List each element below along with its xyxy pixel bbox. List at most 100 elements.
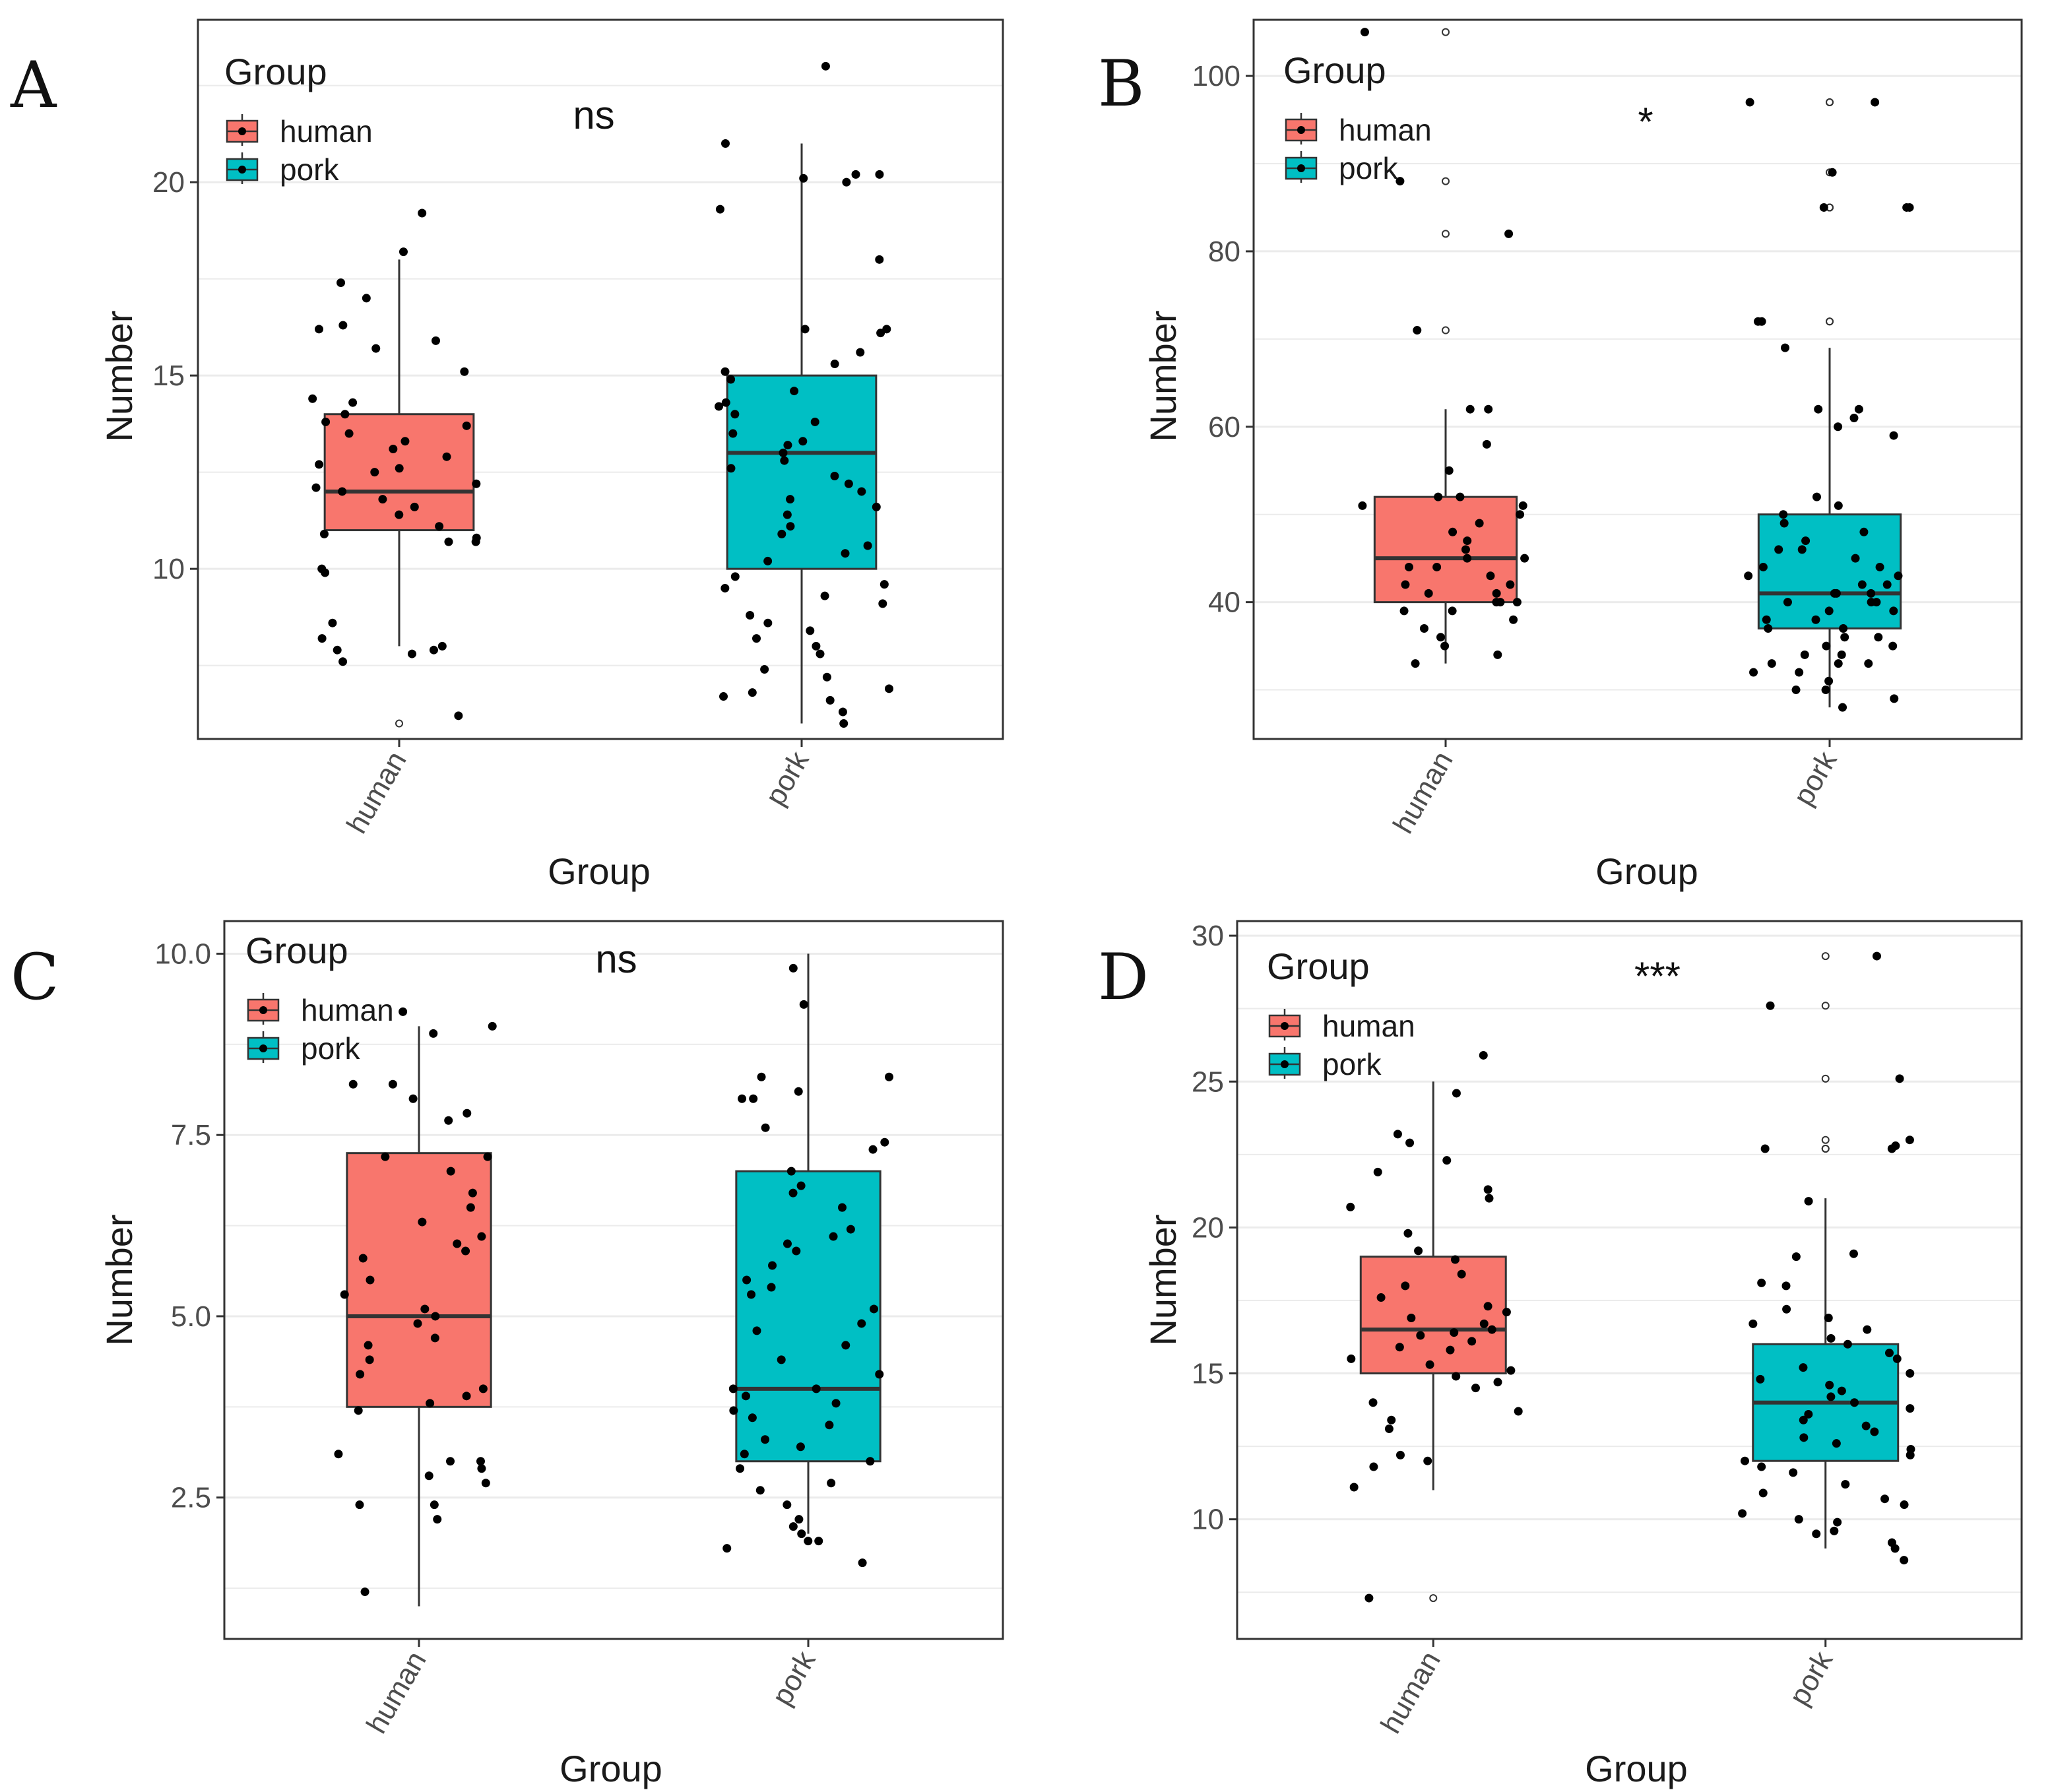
data-point <box>1484 404 1493 414</box>
data-point <box>1475 519 1484 528</box>
panel-letter: D <box>1098 940 1149 1014</box>
box-pork <box>726 374 878 570</box>
outlier-point <box>1429 1594 1438 1603</box>
data-point <box>477 1464 486 1473</box>
y-tick-label: 30 <box>1192 920 1224 952</box>
data-point <box>1461 545 1470 554</box>
data-point <box>1463 536 1472 546</box>
outlier-point <box>1826 98 1834 106</box>
data-point <box>471 537 480 546</box>
data-point <box>1781 1281 1791 1291</box>
data-point <box>1467 1337 1477 1346</box>
data-point <box>721 398 730 407</box>
data-point <box>444 537 453 546</box>
data-point <box>1795 668 1804 677</box>
data-point <box>1436 633 1445 642</box>
data-point <box>1783 598 1792 607</box>
data-point <box>812 641 821 651</box>
data-point <box>430 1500 439 1510</box>
outlier-point <box>1821 1002 1830 1010</box>
data-point <box>804 1537 813 1546</box>
data-point <box>364 1341 373 1350</box>
data-point <box>1758 1488 1768 1498</box>
data-point <box>783 1239 792 1248</box>
data-point <box>799 174 808 183</box>
outlier-point <box>1821 952 1830 961</box>
data-point <box>715 205 724 214</box>
legend-label: human <box>301 993 394 1027</box>
data-point <box>1444 466 1454 475</box>
x-tick-label: pork <box>765 1646 822 1711</box>
outlier-point <box>1442 230 1450 238</box>
data-point <box>794 1087 803 1096</box>
data-point <box>399 247 408 257</box>
data-point <box>822 672 831 682</box>
legend-label: pork <box>280 152 339 187</box>
data-point <box>721 367 730 376</box>
data-point <box>1864 659 1873 668</box>
outlier-point <box>1442 177 1450 185</box>
data-point <box>740 1450 749 1459</box>
data-point <box>1358 501 1367 510</box>
y-tick-label: 80 <box>1208 236 1240 268</box>
data-point <box>362 294 371 303</box>
data-point <box>1483 1302 1492 1311</box>
data-point <box>317 634 327 643</box>
x-tick-label: human <box>340 746 413 839</box>
panel-c: C 2.5 5.0 7.5 10.0 human pork Group Number ns Grou… <box>11 920 1004 1789</box>
data-point <box>1906 1369 1915 1378</box>
data-point <box>1758 562 1768 571</box>
data-point <box>426 1399 435 1408</box>
data-point <box>433 1515 442 1524</box>
data-point <box>1826 1333 1836 1343</box>
data-point <box>825 695 835 705</box>
data-point <box>796 1181 806 1190</box>
data-point <box>344 429 354 438</box>
data-point <box>1506 580 1515 589</box>
data-point <box>1395 1343 1404 1352</box>
data-point <box>729 1406 738 1415</box>
data-point <box>1832 1439 1841 1448</box>
data-point <box>418 1217 427 1227</box>
data-point <box>856 348 865 357</box>
data-point <box>1837 650 1846 659</box>
data-point <box>715 402 724 411</box>
data-point <box>844 479 853 488</box>
data-point <box>730 410 740 419</box>
data-point <box>786 522 795 531</box>
data-point <box>1419 624 1428 633</box>
data-point <box>488 1021 497 1031</box>
data-point <box>1446 1345 1455 1355</box>
data-point <box>463 1108 472 1118</box>
data-point <box>839 719 849 728</box>
data-point <box>841 549 850 558</box>
data-point <box>761 1435 770 1444</box>
data-point <box>314 325 323 334</box>
data-point <box>389 444 398 453</box>
data-point <box>779 448 788 457</box>
data-point <box>1384 1424 1394 1434</box>
data-point <box>1492 598 1501 607</box>
data-point <box>1882 580 1892 589</box>
data-point <box>431 336 440 345</box>
data-point <box>788 1188 798 1198</box>
data-point <box>1888 641 1898 651</box>
data-point <box>338 487 347 496</box>
y-tick-label: 20 <box>152 166 185 199</box>
y-tick-label: 20 <box>1192 1211 1224 1244</box>
data-point <box>884 1072 893 1081</box>
data-point <box>466 1203 475 1212</box>
data-point <box>880 580 889 589</box>
legend: Group human pork <box>245 930 394 1066</box>
legend-label: human <box>280 114 373 148</box>
legend-title: Group <box>1267 945 1370 987</box>
data-point <box>1834 422 1843 432</box>
data-point <box>1834 501 1843 510</box>
data-point <box>1448 606 1457 616</box>
data-point <box>1801 536 1811 546</box>
data-point <box>1767 659 1776 668</box>
panel-b: B 40 60 80 100 human pork Group Number * Group huma… <box>1098 18 2023 892</box>
x-axis-title: Group <box>1595 850 1698 892</box>
data-point <box>1828 168 1837 177</box>
data-point <box>1900 1500 1909 1510</box>
